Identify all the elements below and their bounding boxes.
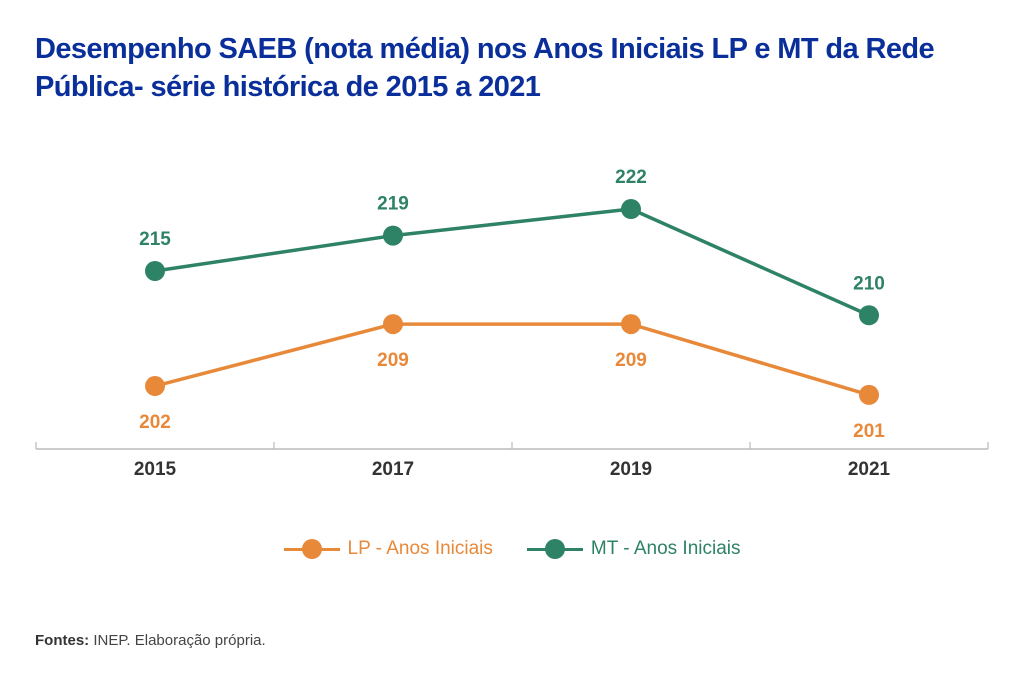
data-label-mt: 210 xyxy=(853,273,885,294)
x-tick-label: 2019 xyxy=(610,459,652,480)
series-line-mt xyxy=(154,207,870,317)
legend-label-lp: LP - Anos Iniciais xyxy=(347,538,493,559)
data-label-lp: 201 xyxy=(853,421,885,442)
source-note: Fontes: INEP. Elaboração própria. xyxy=(35,632,266,649)
series-line-lp xyxy=(154,322,870,397)
legend-item-mt: MT - Anos Iniciais xyxy=(526,538,741,560)
legend-item-lp: LP - Anos Iniciais xyxy=(283,538,493,560)
data-point-lp xyxy=(621,314,641,335)
data-label-lp: 202 xyxy=(139,412,171,433)
data-label-mt: 215 xyxy=(139,229,171,250)
data-label-mt: 219 xyxy=(377,194,409,215)
legend-swatch-mt xyxy=(526,539,583,559)
legend: LP - Anos Iniciais MT - Anos Iniciais xyxy=(0,538,1024,560)
data-label-mt: 222 xyxy=(615,167,647,188)
data-point-lp xyxy=(383,314,403,335)
data-point-mt xyxy=(383,225,403,246)
x-tick-label: 2017 xyxy=(372,459,414,480)
source-label: Fontes: xyxy=(35,632,90,649)
data-point-mt xyxy=(621,199,641,220)
source-text: INEP. Elaboração própria. xyxy=(89,632,266,649)
legend-swatch-lp xyxy=(283,539,340,559)
x-tick-label: 2021 xyxy=(848,459,891,480)
data-label-lp: 209 xyxy=(377,350,409,371)
legend-label-mt: MT - Anos Iniciais xyxy=(590,538,741,559)
data-point-mt xyxy=(145,261,165,281)
chart-title: Desempenho SAEB (nota média) nos Anos In… xyxy=(35,33,935,103)
data-point-lp xyxy=(145,376,165,397)
data-point-lp xyxy=(859,384,879,405)
data-point-mt xyxy=(859,305,879,326)
x-tick-label: 2015 xyxy=(134,459,177,480)
data-label-lp: 209 xyxy=(615,350,647,371)
